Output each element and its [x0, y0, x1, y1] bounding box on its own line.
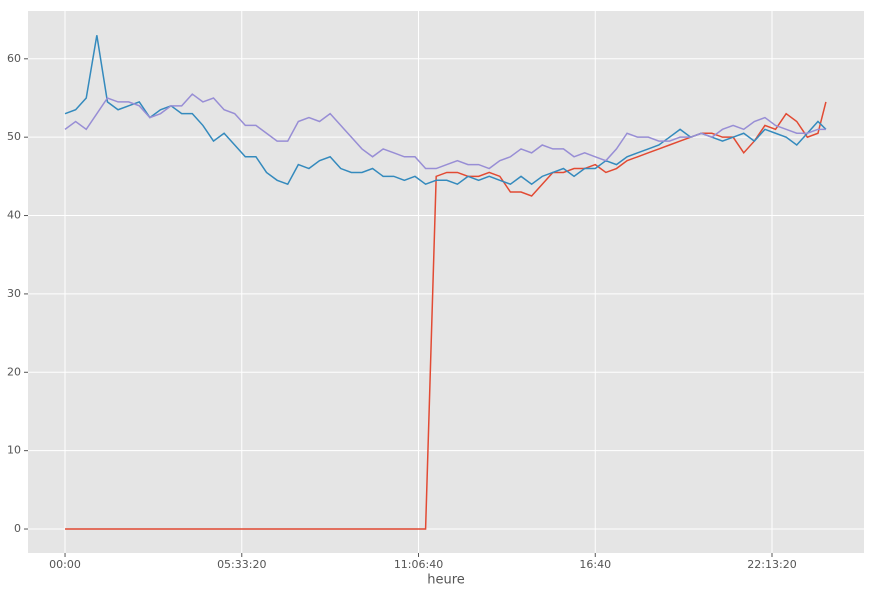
y-tick-label: 40 — [7, 209, 21, 222]
x-axis-label: heure — [427, 573, 465, 588]
x-tick-label: 05:33:20 — [217, 558, 266, 571]
line-series — [64, 93, 826, 170]
x-tick-label: 11:06:40 — [394, 558, 443, 571]
x-tick-label: 00:00 — [49, 558, 81, 571]
y-tick-label: 30 — [7, 287, 21, 300]
y-tick-label: 60 — [7, 52, 21, 65]
x-tick-label: 16:40 — [579, 558, 611, 571]
y-tick-label: 0 — [14, 522, 21, 535]
plot-area — [28, 11, 864, 553]
y-tick-label: 50 — [7, 130, 21, 143]
y-tick-label: 10 — [7, 444, 21, 457]
y-tick-label: 20 — [7, 365, 21, 378]
x-tick-label: 22:13:20 — [747, 558, 796, 571]
